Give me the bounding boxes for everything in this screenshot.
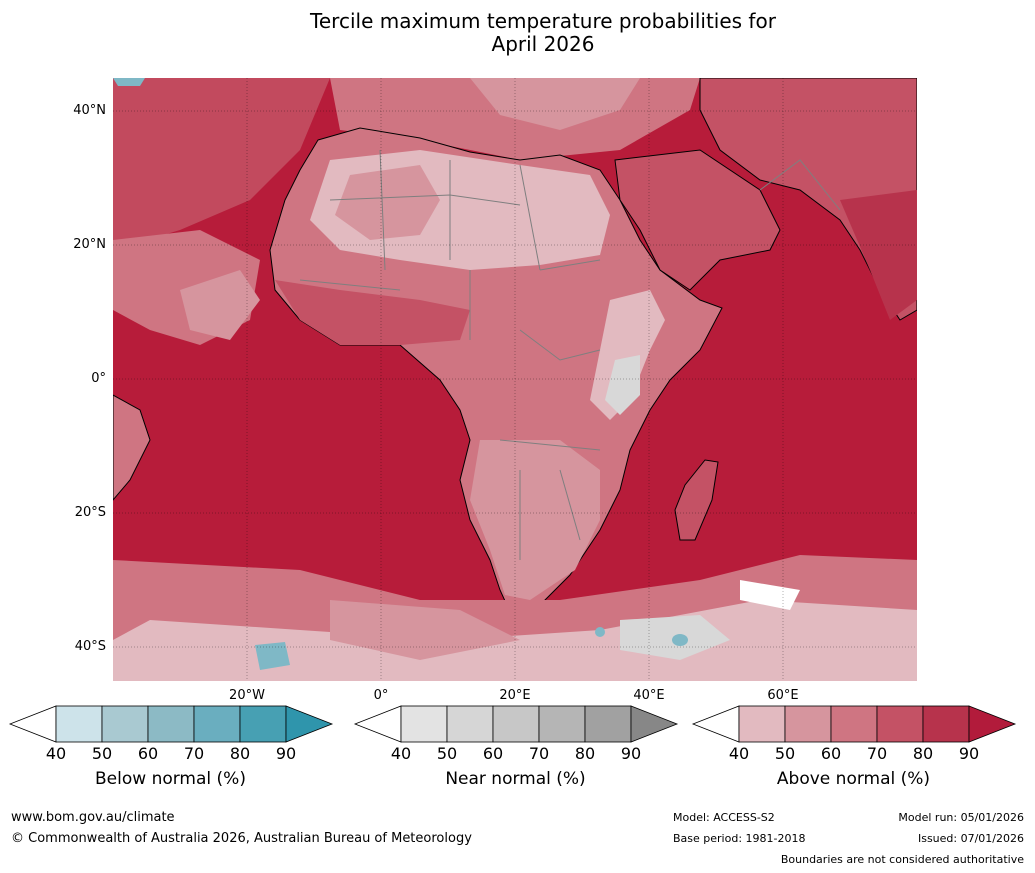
india-above-80 [840, 190, 917, 320]
east-southern-ocean-white [740, 580, 800, 610]
colorbar-above-normal [691, 705, 1017, 743]
lat-label-40n: 40°N [73, 103, 106, 118]
colorbar-segment [446, 705, 494, 743]
colorbar-segment [492, 705, 540, 743]
probability-map [113, 78, 917, 681]
colorbar-segment [193, 705, 241, 743]
southern-ocean-below-normal-1 [255, 642, 290, 670]
title-line-2: April 2026 [491, 32, 595, 56]
colorbar-segment [784, 705, 832, 743]
europe-above-40 [470, 78, 640, 130]
footer-url: www.bom.gov.au/climate [11, 810, 175, 825]
colorbar-extension-high [968, 705, 1017, 743]
footer-issued: Issued: 07/01/2026 [917, 832, 1024, 845]
colorbar-extension-low [691, 705, 740, 743]
colorbar-extension-high [285, 705, 334, 743]
southern-africa-above-50 [470, 440, 600, 600]
southern-ocean-below-normal-2 [672, 634, 688, 646]
footer-copyright: © Commonwealth of Australia 2026, Austra… [11, 831, 472, 846]
colorbar-segment [147, 705, 195, 743]
footer-model-run: Model run: 05/01/2026 [898, 811, 1024, 824]
north-corner-below-normal [113, 78, 145, 86]
colorbar-tick-label: 60 [137, 744, 159, 763]
north-atlantic-above-70 [113, 78, 330, 250]
footer-base-period: Base period: 1981-2018 [673, 832, 806, 845]
colorbar-segment [876, 705, 924, 743]
lat-label-40s: 40°S [74, 639, 106, 654]
colorbar-tick-label: 40 [45, 744, 67, 763]
colorbar-segment [538, 705, 586, 743]
colorbar-segment [101, 705, 149, 743]
below-normal-label: Below normal (%) [95, 769, 246, 789]
colorbar-segment [738, 705, 786, 743]
colorbar-tick-label: 50 [774, 744, 796, 763]
colorbar-segment [400, 705, 448, 743]
colorbar-tick-label: 50 [436, 744, 458, 763]
lon-label-60e: 60°E [767, 688, 799, 703]
sahara-above-50 [335, 165, 440, 240]
colorbar-segment [55, 705, 103, 743]
colorbar-tick-label: 90 [275, 744, 297, 763]
colorbar-tick-label: 60 [820, 744, 842, 763]
title-line-1: Tercile maximum temperature probabilitie… [310, 9, 776, 33]
lon-label-0: 0° [373, 688, 389, 703]
colorbar-segment [922, 705, 970, 743]
country-borders [299, 149, 841, 560]
colorbar-extension-high [630, 705, 679, 743]
map-title: Tercile maximum temperature probabilitie… [0, 10, 1035, 56]
southern-ocean-below-normal-3 [595, 627, 605, 637]
lon-label-40e: 40°E [633, 688, 665, 703]
lon-label-20e: 20°E [499, 688, 531, 703]
arabia-land [614, 149, 781, 291]
colorbar-segment [239, 705, 287, 743]
colorbar-tick-label: 90 [620, 744, 642, 763]
colorbar-tick-label: 90 [958, 744, 980, 763]
lat-label-equator: 0° [91, 371, 106, 386]
colorbar-near-normal [353, 705, 679, 743]
madagascar [674, 459, 719, 541]
colorbars [8, 705, 1017, 743]
colorbar-tick-label: 70 [528, 744, 550, 763]
colorbar-tick-label: 60 [482, 744, 504, 763]
colorbar-tick-label: 80 [574, 744, 596, 763]
colorbar-tick-label: 50 [91, 744, 113, 763]
above-normal-label: Above normal (%) [776, 769, 931, 789]
southern-ocean-above-50 [330, 600, 520, 660]
colorbar-tick-label: 70 [866, 744, 888, 763]
footer-model: Model: ACCESS-S2 [673, 811, 775, 824]
colorbar-below-normal [8, 705, 334, 743]
colorbar-tick-label: 70 [183, 744, 205, 763]
colorbar-tick-label: 80 [912, 744, 934, 763]
south-america-edge [113, 394, 151, 501]
asia-land [699, 78, 917, 321]
footer-disclaimer: Boundaries are not considered authoritat… [780, 853, 1024, 866]
lat-label-20s: 20°S [74, 505, 106, 520]
lat-label-20n: 20°N [73, 237, 106, 252]
tropical-atlantic-above-50 [180, 270, 260, 340]
lon-label-20w: 20°W [229, 688, 265, 703]
colorbar-segment [584, 705, 632, 743]
graticule [113, 78, 917, 681]
west-africa-above-70 [275, 280, 470, 345]
colorbar-segment [830, 705, 878, 743]
colorbar-extension-low [353, 705, 402, 743]
colorbar-tick-label: 80 [229, 744, 251, 763]
east-africa-grey [605, 355, 640, 415]
near-normal-label: Near normal (%) [445, 769, 586, 789]
colorbar-tick-label: 40 [728, 744, 750, 763]
colorbar-extension-low [8, 705, 57, 743]
colorbar-tick-label: 40 [390, 744, 412, 763]
